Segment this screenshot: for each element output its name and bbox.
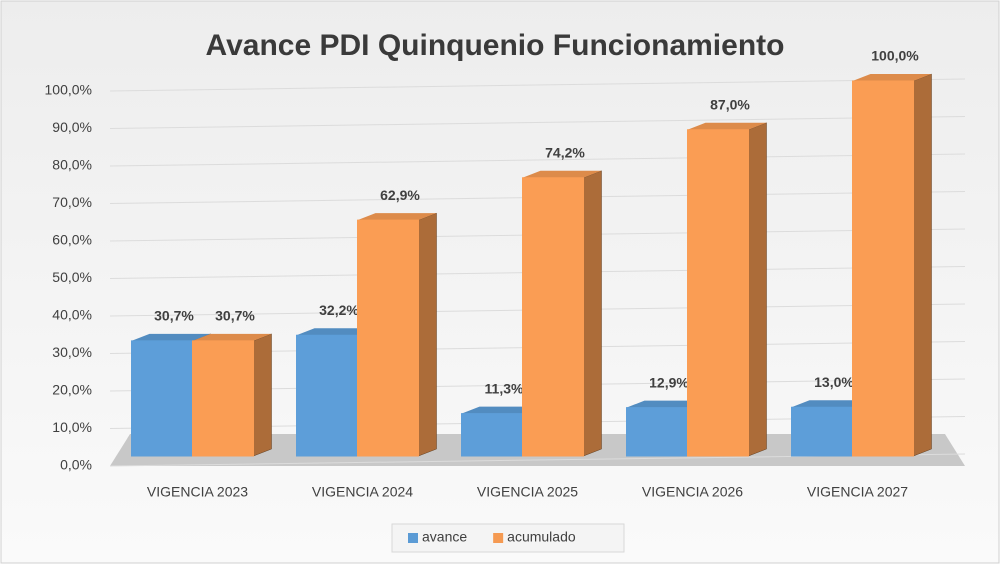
bar bbox=[687, 129, 749, 457]
chart-title: Avance PDI Quinquenio Funcionamiento bbox=[206, 29, 785, 62]
bar-top bbox=[687, 122, 767, 130]
value-label: 11,3% bbox=[485, 380, 524, 396]
y-tick-label: 100,0% bbox=[45, 82, 92, 98]
y-tick-label: 80,0% bbox=[52, 157, 92, 173]
bar-side bbox=[913, 73, 932, 457]
bar-side bbox=[583, 170, 602, 457]
y-tick-label: 50,0% bbox=[52, 269, 92, 285]
bar bbox=[296, 334, 358, 457]
bar bbox=[791, 406, 853, 457]
bar-top bbox=[131, 333, 211, 341]
legend-box bbox=[391, 523, 625, 553]
bar-top bbox=[522, 170, 602, 178]
x-tick-label: VIGENCIA 2026 bbox=[642, 484, 743, 500]
value-label: 30,7% bbox=[154, 308, 194, 324]
bar bbox=[522, 177, 584, 457]
value-label: 62,9% bbox=[380, 187, 420, 203]
value-label: 100,0% bbox=[871, 48, 919, 64]
value-label: 12,9% bbox=[649, 374, 689, 390]
bar-top bbox=[357, 213, 437, 221]
bar bbox=[131, 340, 193, 457]
y-tick-label: 10,0% bbox=[52, 419, 92, 435]
y-tick-label: 90,0% bbox=[52, 119, 92, 135]
value-label: 13,0% bbox=[814, 374, 854, 390]
value-label: 32,2% bbox=[319, 302, 359, 318]
bar-top bbox=[296, 328, 376, 336]
value-label: 30,7% bbox=[215, 308, 255, 324]
grid-line bbox=[109, 116, 966, 129]
bar-top bbox=[461, 406, 541, 414]
y-tick-label: 40,0% bbox=[52, 307, 92, 323]
bar bbox=[192, 340, 254, 457]
grid-line bbox=[109, 153, 966, 167]
bar-top bbox=[192, 333, 272, 341]
bar-top bbox=[626, 400, 706, 408]
x-tick-label: VIGENCIA 2024 bbox=[312, 484, 413, 500]
legend-label: avance bbox=[422, 529, 467, 545]
bar-top bbox=[852, 74, 932, 81]
grid-line bbox=[109, 78, 966, 92]
y-tick-label: 30,0% bbox=[52, 344, 92, 360]
y-tick-label: 70,0% bbox=[52, 194, 92, 210]
value-label: 87,0% bbox=[710, 96, 750, 112]
legend-swatch bbox=[493, 533, 504, 543]
y-tick-label: 60,0% bbox=[52, 232, 92, 248]
bar-side bbox=[253, 333, 272, 457]
value-label: 74,2% bbox=[545, 144, 585, 160]
y-tick-label: 0,0% bbox=[60, 457, 92, 473]
x-tick-label: VIGENCIA 2025 bbox=[477, 484, 578, 500]
bar bbox=[357, 219, 419, 457]
x-tick-label: VIGENCIA 2023 bbox=[147, 484, 248, 500]
legend-swatch bbox=[408, 533, 418, 543]
bar bbox=[461, 413, 523, 457]
legend-label: acumulado bbox=[507, 529, 576, 545]
y-tick-label: 20,0% bbox=[52, 382, 92, 398]
bar-top bbox=[791, 400, 871, 408]
x-tick-label: VIGENCIA 2027 bbox=[807, 484, 908, 500]
bar-side bbox=[418, 212, 437, 457]
bar bbox=[626, 407, 688, 457]
bar-side bbox=[748, 122, 767, 457]
bar bbox=[852, 80, 914, 457]
